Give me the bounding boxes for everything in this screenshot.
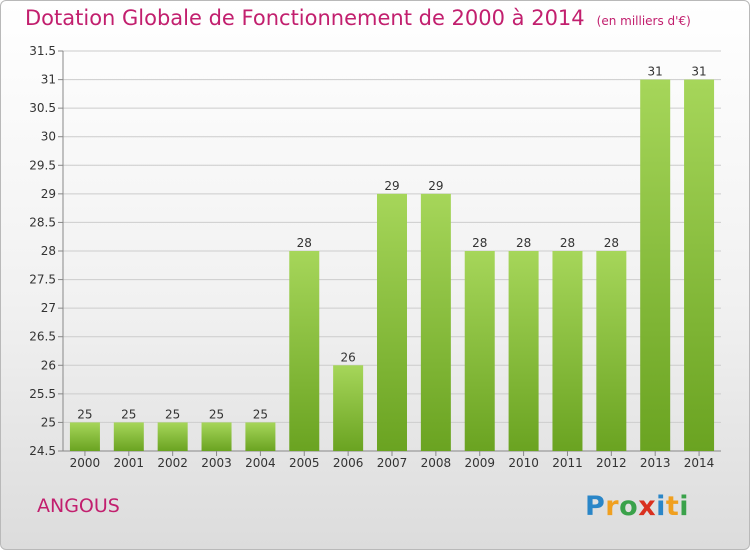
bar-value-label: 25 [209, 407, 224, 421]
y-tick-label: 28 [41, 244, 56, 258]
y-tick-label: 30 [41, 130, 56, 144]
bar [640, 79, 671, 452]
chart-title: Dotation Globale de Fonctionnement de 20… [25, 6, 691, 30]
bar-value-label: 28 [516, 236, 531, 250]
x-tick-label: 2000 [70, 456, 101, 470]
logo-letter: x [638, 491, 657, 522]
x-tick-label: 2012 [596, 456, 627, 470]
bar [333, 365, 364, 451]
bar [596, 251, 627, 451]
y-tick-label: 27.5 [29, 273, 56, 287]
bar-value-label: 29 [384, 179, 399, 193]
bar [420, 193, 451, 451]
y-tick-label: 25 [41, 415, 56, 429]
y-tick-label: 30.5 [29, 101, 56, 115]
unit-note: (en milliers d'€) [596, 14, 691, 28]
y-tick-label: 29 [41, 187, 56, 201]
x-tick-label: 2008 [421, 456, 452, 470]
bar-value-label: 25 [253, 407, 268, 421]
x-tick-label: 2009 [464, 456, 495, 470]
proxiti-logo: Proxiti [585, 491, 689, 522]
bar [552, 251, 583, 451]
x-tick-label: 2003 [201, 456, 232, 470]
bar [289, 251, 320, 451]
logo-letter: t [665, 491, 680, 522]
bar-value-label: 28 [297, 236, 312, 250]
x-tick-label: 2001 [114, 456, 145, 470]
y-tick-label: 31.5 [29, 44, 56, 58]
title-text: Dotation Globale de Fonctionnement de 20… [25, 6, 585, 30]
bar-value-label: 28 [472, 236, 487, 250]
x-tick-label: 2013 [640, 456, 671, 470]
y-tick-label: 25.5 [29, 387, 56, 401]
y-tick-label: 24.5 [29, 444, 56, 458]
bar [69, 422, 100, 451]
x-tick-label: 2006 [333, 456, 364, 470]
bar-value-label: 28 [560, 236, 575, 250]
bar [508, 251, 539, 451]
bar-value-label: 29 [428, 179, 443, 193]
bar-value-label: 31 [691, 65, 706, 79]
x-tick-label: 2005 [289, 456, 320, 470]
bar-value-label: 28 [604, 236, 619, 250]
bar [684, 79, 715, 452]
bar [377, 193, 407, 451]
bar-value-label: 25 [77, 407, 92, 421]
x-tick-label: 2004 [245, 456, 276, 470]
logo-letter: i [679, 491, 690, 522]
bar-value-label: 25 [121, 407, 136, 421]
bar [157, 422, 188, 451]
logo-letter: r [605, 491, 620, 522]
logo-letter: P [585, 491, 606, 522]
bar-value-label: 25 [165, 407, 180, 421]
y-tick-label: 27 [41, 301, 56, 315]
y-tick-label: 26.5 [29, 330, 56, 344]
bar-value-label: 26 [340, 350, 355, 364]
bar [464, 251, 495, 451]
bar [113, 422, 144, 451]
x-tick-label: 2002 [157, 456, 188, 470]
logo-letter: o [619, 491, 639, 522]
bar [201, 422, 232, 451]
bar-value-label: 31 [648, 65, 663, 79]
commune-name: ANGOUS [37, 495, 120, 517]
y-tick-label: 26 [41, 358, 56, 372]
bar [245, 422, 276, 451]
x-tick-label: 2011 [552, 456, 583, 470]
y-tick-label: 28.5 [29, 215, 56, 229]
x-tick-label: 2007 [377, 456, 408, 470]
logo-letter: i [656, 491, 666, 522]
y-tick-label: 29.5 [29, 158, 56, 172]
x-tick-label: 2010 [508, 456, 539, 470]
x-tick-label: 2014 [684, 456, 715, 470]
y-tick-label: 31 [41, 73, 56, 87]
